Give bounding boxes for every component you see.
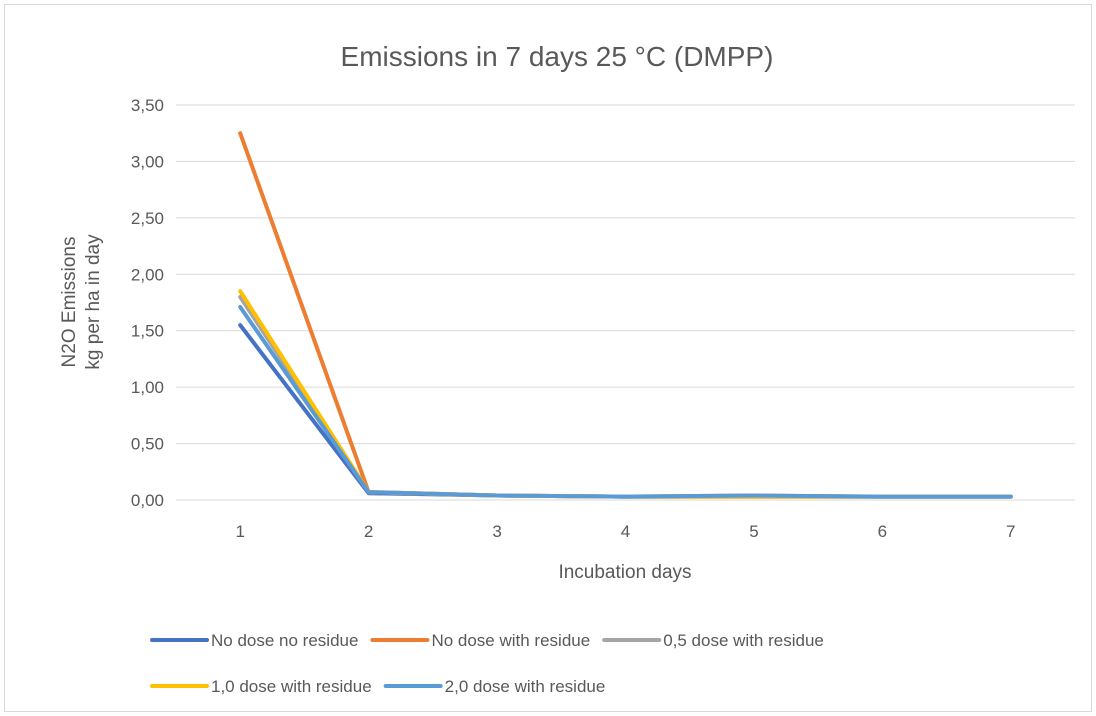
x-axis-title: Incubation days [558,562,691,583]
x-axis-ticks: 1 2 3 4 5 6 7 [235,522,1015,541]
series-line-5 [238,305,1013,499]
series-lines [238,131,1013,499]
legend-label: No dose no residue [211,631,358,650]
x-tick-label: 2 [364,522,373,541]
chart-area [4,4,1092,712]
legend: No dose no residue No dose with residue 0,… [150,631,824,696]
series-line-4 [238,289,1013,499]
y-tick-label: 0,50 [131,435,164,454]
y-axis-title: N2O Emissions kg per ha in day [59,234,104,370]
y-axis-title-line-2: kg per ha in day [83,234,104,370]
y-tick-label: 0,00 [131,491,164,510]
gridlines [176,104,1075,501]
chart-title: Emissions in 7 days 25 °C (DMPP) [341,41,774,72]
series-line-3 [238,294,1013,499]
y-axis-title-line-1: N2O Emissions [59,237,80,368]
y-tick-label: 1,50 [131,322,164,341]
legend-label: 1,0 dose with residue [211,677,372,696]
x-tick-label: 4 [621,522,630,541]
x-tick-label: 5 [749,522,758,541]
y-tick-label: 2,50 [131,209,164,228]
x-tick-label: 7 [1006,522,1015,541]
y-axis-ticks: 0,00 0,50 1,00 1,50 2,00 2,50 3,00 3,50 [131,96,164,510]
legend-label: No dose with residue [431,631,590,650]
series-line-2 [238,131,1013,499]
y-tick-label: 3,00 [131,152,164,171]
x-tick-label: 3 [492,522,501,541]
legend-label: 0,5 dose with residue [663,631,824,650]
y-tick-label: 1,00 [131,378,164,397]
x-tick-label: 1 [235,522,244,541]
legend-label: 2,0 dose with residue [445,677,606,696]
y-tick-label: 2,00 [131,265,164,284]
y-tick-label: 3,50 [131,96,164,115]
x-tick-label: 6 [878,522,887,541]
